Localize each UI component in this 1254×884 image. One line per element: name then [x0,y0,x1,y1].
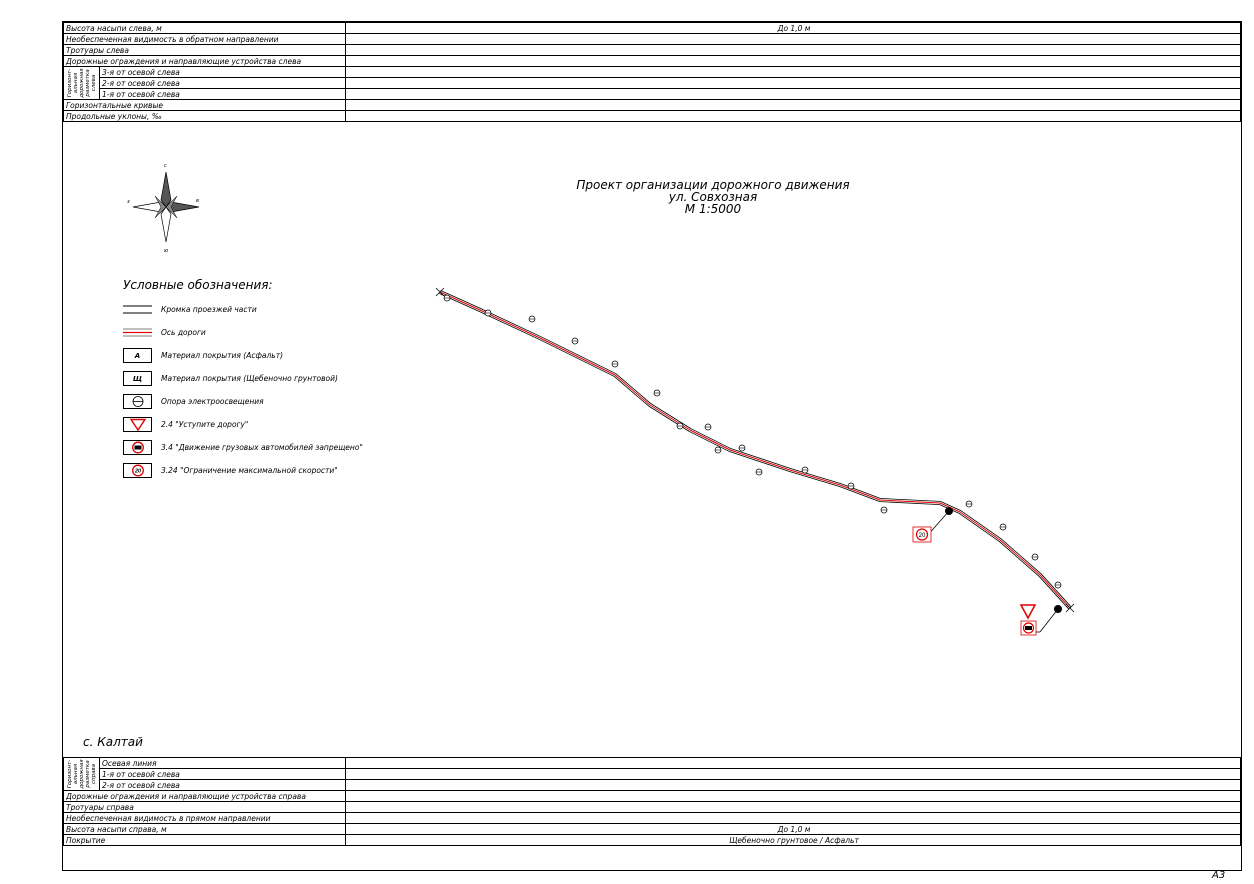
row-value [345,779,1241,791]
sheet-format: А3 [1212,870,1226,881]
row-label: Тротуары справа [63,801,346,813]
drawing-title: Проект организации дорожного движения ул… [503,179,923,215]
row-label: Дорожные ограждения и направляющие устро… [63,790,346,802]
top-info-table: Высота насыпи слева, м До 1,0 м Необеспе… [63,22,1241,122]
table-row: 2-я от осевой слева [64,779,1241,791]
row-label: 2-я от осевой слева [99,77,346,89]
asphalt-material-icon: А [123,348,152,363]
title-line-project: Проект организации дорожного движения [576,178,850,192]
legend-label: Опора электроосвещения [161,397,264,406]
road-edge-icon [123,302,152,317]
row-label: Горизонтальные кривые [63,99,346,111]
row-label: Тротуары слева [63,44,346,56]
compass-west-label: з [127,199,130,205]
row-label: 1-я от осевой слева [99,768,346,780]
compass-rose-icon [132,171,200,243]
row-label: Необеспеченная видимость в обратном напр… [63,33,346,45]
row-value [345,33,1241,45]
row-value [345,790,1241,802]
row-label: 1-я от осевой слева [99,88,346,100]
table-row: Дорожные ограждения и направляющие устро… [63,790,1241,802]
no-trucks-sign-icon [123,440,152,455]
table-row: Тротуары справа [63,801,1241,813]
street-light-icon [123,394,152,409]
title-line-scale: М 1:5000 [684,202,742,216]
group-label-cell: Горизонт- альная дорожная разметка слева [63,66,100,100]
table-row: Горизонт- альная дорожная разметка справ… [63,757,1241,791]
drawing-sheet: Высота насыпи слева, м До 1,0 м Необеспе… [62,21,1242,871]
speed-limit-sign-text: 20 [133,469,140,475]
row-label: Необеспеченная видимость в прямом направ… [63,812,346,824]
table-row: Тротуары слева [63,44,1241,56]
row-label: Продольные уклоны, ‰ [63,110,346,122]
row-value [345,66,1241,78]
speed-limit-sign-icon: 20 [123,463,152,478]
row-value [345,812,1241,824]
legend-label: Материал покрытия (Щебеночно грунтовой) [161,374,338,383]
row-value [345,99,1241,111]
table-row: 2-я от осевой слева [64,77,1241,89]
group-label-cell: Горизонт- альная дорожная разметка справ… [63,757,100,791]
row-value [345,757,1241,769]
yield-sign-icon [123,417,152,432]
row-value [345,55,1241,67]
row-label: 2-я от осевой слева [99,779,346,791]
table-row: Высота насыпи слева, м До 1,0 м [63,22,1241,34]
row-value [345,801,1241,813]
row-value [345,44,1241,56]
table-row: 1-я от осевой слева [64,88,1241,100]
legend-title: Условные обозначения: [123,278,273,292]
row-value: Щебеночно грунтовое / Асфальт [345,834,1241,846]
row-value [345,88,1241,100]
table-row: Необеспеченная видимость в прямом направ… [63,812,1241,824]
title-line-street: ул. Совхозная [668,190,758,204]
compass-east-label: в [196,198,199,204]
legend-label: 2.4 "Уступите дорогу" [161,420,249,429]
table-row: Горизонт- альная дорожная разметка слева… [63,66,1241,100]
legend-label: 3.24 "Ограничение максимальной скорости" [161,466,338,475]
group-label: Горизонт- альная дорожная разметка справ… [66,759,97,789]
row-label: Высота насыпи слева, м [63,22,346,34]
row-label: Дорожные ограждения и направляющие устро… [63,55,346,67]
legend-label: 3.4 "Движение грузовых автомобилей запре… [161,443,363,452]
table-row: Высота насыпи справа, м До 1,0 м [63,823,1241,835]
row-label: Покрытие [63,834,346,846]
compass-south-label: ю [164,248,169,254]
village-name: с. Калтай [83,735,143,749]
compass-north-label: с [164,163,167,169]
legend-label: Кромка проезжей части [161,305,257,314]
row-label: Высота насыпи справа, м [63,823,346,835]
table-row: Покрытие Щебеночно грунтовое / Асфальт [63,834,1241,846]
table-row: 1-я от осевой слева [64,768,1241,780]
row-label: Осевая линия [99,757,346,769]
gravel-material-icon: Щ [123,371,152,386]
table-row: Горизонтальные кривые [63,99,1241,111]
legend-label: Ось дороги [161,328,206,337]
row-value [345,77,1241,89]
group-label: Горизонт- альная дорожная разметка слева [66,68,97,98]
legend-label: Материал покрытия (Асфальт) [161,351,283,360]
table-row: Дорожные ограждения и направляющие устро… [63,55,1241,67]
row-value: До 1,0 м [345,823,1241,835]
table-row: Необеспеченная видимость в обратном напр… [63,33,1241,45]
row-label: 3-я от осевой слева [99,66,346,78]
row-value [345,110,1241,122]
row-value [345,768,1241,780]
table-row: Продольные уклоны, ‰ [63,110,1241,122]
row-value: До 1,0 м [345,22,1241,34]
bottom-info-table: Горизонт- альная дорожная разметка справ… [63,757,1241,846]
road-axis-icon [123,325,152,340]
